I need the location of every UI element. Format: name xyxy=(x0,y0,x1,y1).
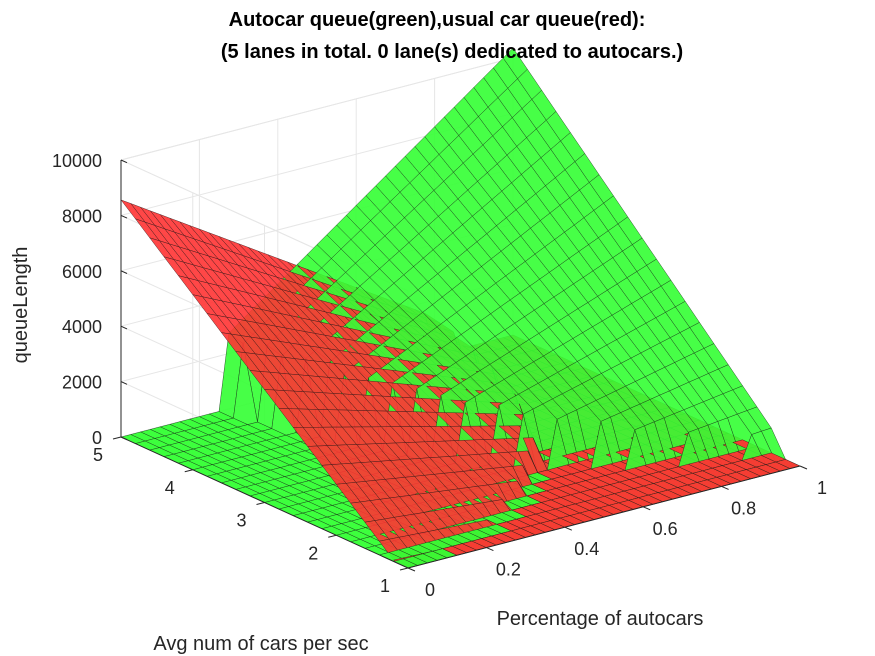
y-tick-1 xyxy=(328,534,337,538)
y-axis-label: Avg num of cars per sec xyxy=(153,633,368,655)
y-tick-3 xyxy=(184,469,193,473)
y-tick-label-2: 3 xyxy=(236,511,246,531)
z-tick-label-4: 8000 xyxy=(62,206,102,226)
z-tick-4 xyxy=(120,214,128,219)
chart-title-line-2: (5 lanes in total. 0 lane(s) dedicated t… xyxy=(221,41,683,63)
x-tick-5 xyxy=(799,465,808,470)
y-tick-label-1: 2 xyxy=(308,543,318,563)
z-tick-0 xyxy=(120,436,128,441)
x-tick-label-4: 0.8 xyxy=(731,498,756,518)
z-axis-label: queueLength xyxy=(10,247,32,364)
x-tick-3 xyxy=(643,506,651,511)
x-tick-label-3: 0.6 xyxy=(653,519,678,539)
x-axis-line xyxy=(407,465,801,569)
x-tick-label-2: 0.4 xyxy=(574,539,599,559)
tick-labels: 02000400060008000100001234500.20.40.60.8… xyxy=(52,151,827,600)
z-tick-label-0: 0 xyxy=(92,428,102,448)
y-tick-label-4: 5 xyxy=(93,445,103,465)
box-edge-1 xyxy=(120,57,514,161)
y-tick-2 xyxy=(256,502,265,505)
y-tick-0 xyxy=(399,567,409,571)
z-tick-1 xyxy=(120,381,128,385)
x-tick-label-5: 1 xyxy=(817,478,827,498)
z-tick-2 xyxy=(120,325,128,330)
x-tick-2 xyxy=(564,526,572,531)
x-tick-1 xyxy=(486,547,494,552)
axes xyxy=(112,159,808,572)
x-tick-4 xyxy=(721,485,729,490)
x-tick-label-1: 0.2 xyxy=(496,560,521,580)
z-tick-3 xyxy=(120,270,128,274)
x-axis-label: Percentage of autocars xyxy=(497,608,704,630)
y-tick-4 xyxy=(112,436,122,440)
x-tick-0 xyxy=(407,567,416,572)
y-tick-label-3: 4 xyxy=(165,478,175,498)
z-tick-label-5: 10000 xyxy=(52,151,102,171)
y-tick-label-0: 1 xyxy=(380,576,390,596)
surfaces xyxy=(120,47,801,569)
z-tick-label-3: 6000 xyxy=(62,262,102,282)
z-tick-5 xyxy=(120,159,128,164)
z-tick-label-1: 2000 xyxy=(62,373,102,393)
z-tick-label-2: 4000 xyxy=(62,317,102,337)
chart-title-line-1: Autocar queue(green),usual car queue(red… xyxy=(229,9,646,31)
x-tick-label-0: 0 xyxy=(425,580,435,600)
